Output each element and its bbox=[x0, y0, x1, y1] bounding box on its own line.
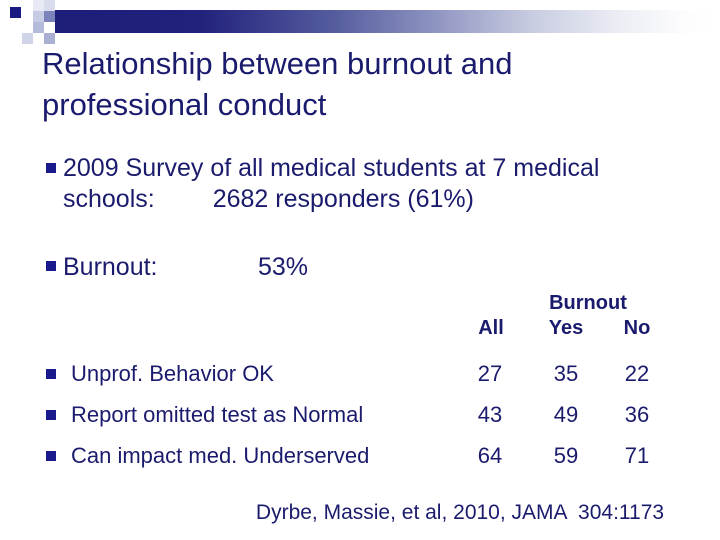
table-column-header-yes: Yes bbox=[548, 317, 584, 339]
table-column-header-no: No bbox=[623, 317, 651, 339]
bullet-item-survey-text: 2009 Survey of all medical students at 7… bbox=[63, 153, 705, 215]
deco-pixel-square bbox=[10, 7, 21, 18]
row-label: Unprof. Behavior OK bbox=[71, 361, 274, 386]
square-bullet-icon bbox=[46, 369, 56, 379]
square-bullet-icon bbox=[46, 261, 56, 271]
slide-title-line2: professional conduct bbox=[42, 87, 327, 122]
bullet-item-burnout-text: Burnout: 53% bbox=[63, 252, 705, 283]
deco-pixel-square bbox=[33, 0, 44, 11]
deco-pixel-square bbox=[44, 0, 55, 11]
burnout-label: Burnout: bbox=[63, 253, 158, 281]
citation-text: Dyrbe, Massie, et al, 2010, JAMA 304:117… bbox=[255, 501, 665, 524]
deco-pixel-square bbox=[22, 33, 33, 44]
slide-title-line1: Relationship between burnout and bbox=[42, 46, 513, 81]
row-value-no: 36 bbox=[624, 402, 650, 427]
row-value-all: 43 bbox=[477, 402, 503, 427]
burnout-value: 53% bbox=[258, 253, 309, 281]
table-column-header-all: All bbox=[478, 317, 504, 339]
deco-pixel-square bbox=[33, 11, 44, 22]
square-bullet-icon bbox=[46, 163, 56, 173]
row-value-yes: 35 bbox=[553, 361, 579, 386]
row-value-all: 27 bbox=[477, 361, 503, 386]
row-value-no: 71 bbox=[624, 443, 650, 468]
survey-schools-label: schools: bbox=[63, 185, 155, 213]
square-bullet-icon bbox=[46, 410, 56, 420]
header-gradient-bar bbox=[55, 10, 720, 33]
square-bullet-icon bbox=[46, 451, 56, 461]
deco-pixel-square bbox=[33, 22, 44, 33]
survey-responders-value: 2682 responders (61%) bbox=[212, 185, 474, 213]
deco-pixel-square bbox=[44, 11, 55, 22]
row-value-no: 22 bbox=[624, 361, 650, 386]
survey-line1: 2009 Survey of all medical students at 7… bbox=[63, 154, 600, 182]
slide-title: Relationship between burnout and profess… bbox=[42, 43, 692, 125]
bullet-item-survey: 2009 Survey of all medical students at 7… bbox=[45, 153, 705, 215]
row-value-yes: 59 bbox=[553, 443, 579, 468]
row-value-all: 64 bbox=[477, 443, 503, 468]
row-value-yes: 49 bbox=[553, 402, 579, 427]
table-group-header-burnout: Burnout bbox=[549, 292, 627, 314]
deco-pixel-square bbox=[44, 33, 55, 44]
row-label: Can impact med. Underserved bbox=[71, 443, 370, 468]
table-row: Unprof. Behavior OK 27 35 22 bbox=[45, 360, 685, 388]
row-label: Report omitted test as Normal bbox=[71, 402, 364, 427]
survey-line2: schools: 2682 responders (61%) bbox=[63, 184, 705, 215]
table-row: Report omitted test as Normal 43 49 36 bbox=[45, 401, 685, 429]
bullet-item-burnout: Burnout: 53% bbox=[45, 252, 705, 283]
table-row: Can impact med. Underserved 64 59 71 bbox=[45, 442, 685, 470]
